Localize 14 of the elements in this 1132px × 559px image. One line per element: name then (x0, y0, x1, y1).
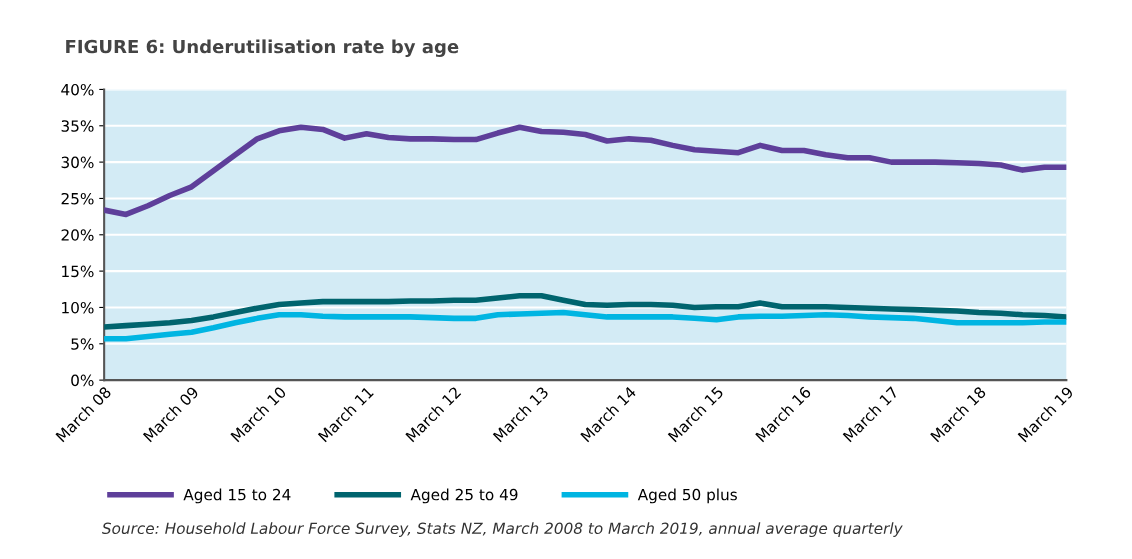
y-tick-label: 25% (61, 192, 94, 205)
source-note: Source: Household Labour Force Survey, Stats NZ, March 2008 to March 2019, annual average quarterly (101, 522, 903, 538)
y-tick-label: 5% (71, 338, 94, 350)
y-tick-label: 30% (61, 156, 94, 169)
y-tick-label: 20% (61, 229, 94, 241)
y-tick-label: 10% (62, 301, 94, 314)
y-tick-label: 40% (61, 83, 94, 96)
legend-label: Aged 15 to 24 (183, 488, 291, 504)
y-tick-label: 0% (71, 374, 94, 387)
y-tick-label: 35% (61, 120, 94, 132)
legend-label: Aged 25 to 49 (410, 488, 518, 504)
chart-title: FIGURE 6: Underutilisation rate by age (66, 39, 459, 57)
legend-label: Aged 50 plus (637, 488, 737, 504)
y-tick-label: 15% (62, 265, 94, 278)
